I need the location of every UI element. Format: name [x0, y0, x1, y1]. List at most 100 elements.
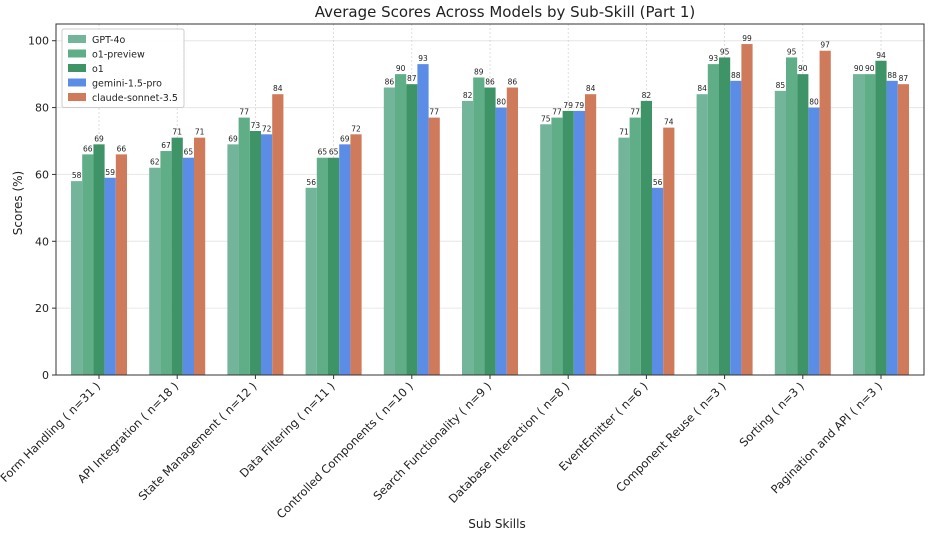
data-label: 89 — [474, 67, 484, 76]
y-tick-label: 40 — [35, 235, 49, 248]
data-label: 74 — [664, 118, 674, 127]
data-label: 93 — [418, 54, 428, 63]
bar — [115, 154, 128, 375]
data-label: 87 — [407, 74, 417, 83]
data-label: 82 — [463, 91, 473, 100]
legend-label: o1 — [92, 64, 104, 75]
y-tick-label: 100 — [28, 35, 49, 48]
bar — [797, 74, 809, 376]
data-label: 65 — [184, 148, 194, 157]
data-label: 85 — [776, 81, 786, 90]
data-label: 88 — [887, 71, 897, 80]
bar — [707, 64, 719, 375]
data-label: 73 — [251, 121, 261, 130]
data-label: 71 — [619, 128, 629, 137]
data-label: 65 — [318, 148, 328, 157]
data-label: 56 — [653, 178, 663, 187]
bar — [417, 64, 429, 375]
data-label: 90 — [854, 64, 864, 73]
bar — [160, 151, 172, 375]
data-label: 86 — [485, 78, 495, 87]
legend-label: claude-sonnet-3.5 — [92, 93, 178, 104]
bar — [104, 177, 116, 375]
y-tick-label: 0 — [42, 369, 49, 382]
bar — [785, 57, 798, 376]
data-label: 77 — [429, 108, 439, 117]
data-label: 82 — [642, 91, 652, 100]
bar — [428, 117, 440, 375]
data-label: 72 — [262, 124, 272, 133]
data-label: 72 — [351, 124, 361, 133]
bar — [227, 144, 239, 375]
bar — [651, 187, 664, 375]
bar — [484, 87, 496, 375]
bar — [584, 94, 597, 375]
legend-label: GPT-4o — [92, 35, 125, 46]
bar — [897, 84, 909, 376]
data-label: 80 — [496, 98, 506, 107]
bar — [71, 181, 83, 375]
bar — [395, 74, 407, 376]
data-label: 79 — [575, 101, 585, 110]
bar — [618, 137, 630, 375]
data-label: 77 — [239, 108, 249, 117]
bar — [93, 144, 105, 375]
bar — [350, 134, 362, 375]
data-label: 69 — [340, 134, 350, 143]
bar — [718, 57, 731, 376]
data-label: 66 — [117, 144, 127, 153]
data-label: 84 — [697, 84, 707, 93]
bar — [852, 74, 865, 376]
bar — [328, 157, 340, 375]
bar — [194, 137, 206, 375]
bar — [864, 74, 876, 376]
data-label: 69 — [94, 134, 104, 143]
y-tick-label: 20 — [35, 302, 49, 315]
bar — [808, 107, 820, 376]
bars — [71, 44, 909, 376]
bar — [495, 107, 507, 376]
legend-swatch — [68, 64, 86, 72]
data-label: 59 — [105, 168, 115, 177]
legend-label: o1-preview — [92, 50, 145, 61]
data-label: 56 — [306, 178, 316, 187]
data-label: 95 — [720, 47, 730, 56]
bar — [182, 157, 195, 375]
data-label: 88 — [731, 71, 741, 80]
bar — [261, 134, 273, 375]
legend: GPT-4o o1-preview o1 gemini-1.5-pro claude-s… — [61, 28, 185, 108]
legend-box — [61, 28, 185, 108]
bar — [406, 84, 418, 376]
data-label: 86 — [508, 78, 518, 87]
data-label: 67 — [161, 141, 171, 150]
y-axis-label: Scores (%) — [11, 171, 25, 235]
bar — [272, 94, 284, 375]
data-label: 94 — [876, 51, 886, 60]
bar — [82, 154, 94, 375]
y-tick-label: 60 — [35, 168, 49, 181]
data-label: 66 — [83, 144, 93, 153]
legend-swatch — [68, 78, 86, 87]
data-label: 79 — [563, 101, 573, 110]
bar — [875, 60, 887, 376]
bar — [551, 117, 563, 375]
bar — [540, 124, 552, 376]
x-tick-label: Controlled Components ( n=10 ) — [274, 379, 416, 521]
bar — [383, 87, 396, 375]
data-label: 71 — [195, 128, 205, 137]
data-label: 75 — [541, 114, 551, 123]
data-label: 84 — [273, 84, 283, 93]
legend-label: gemini-1.5-pro — [92, 79, 162, 90]
data-label: 90 — [396, 64, 406, 73]
bar — [149, 167, 161, 375]
data-label: 95 — [787, 47, 797, 56]
bar — [339, 144, 351, 375]
legend-swatch — [68, 49, 86, 58]
bar — [640, 100, 652, 375]
bar — [774, 90, 786, 375]
bar — [316, 157, 329, 375]
x-tick-label: EventEmitter ( n=6 ) — [556, 379, 650, 473]
data-label: 80 — [809, 98, 819, 107]
bar — [696, 94, 708, 375]
